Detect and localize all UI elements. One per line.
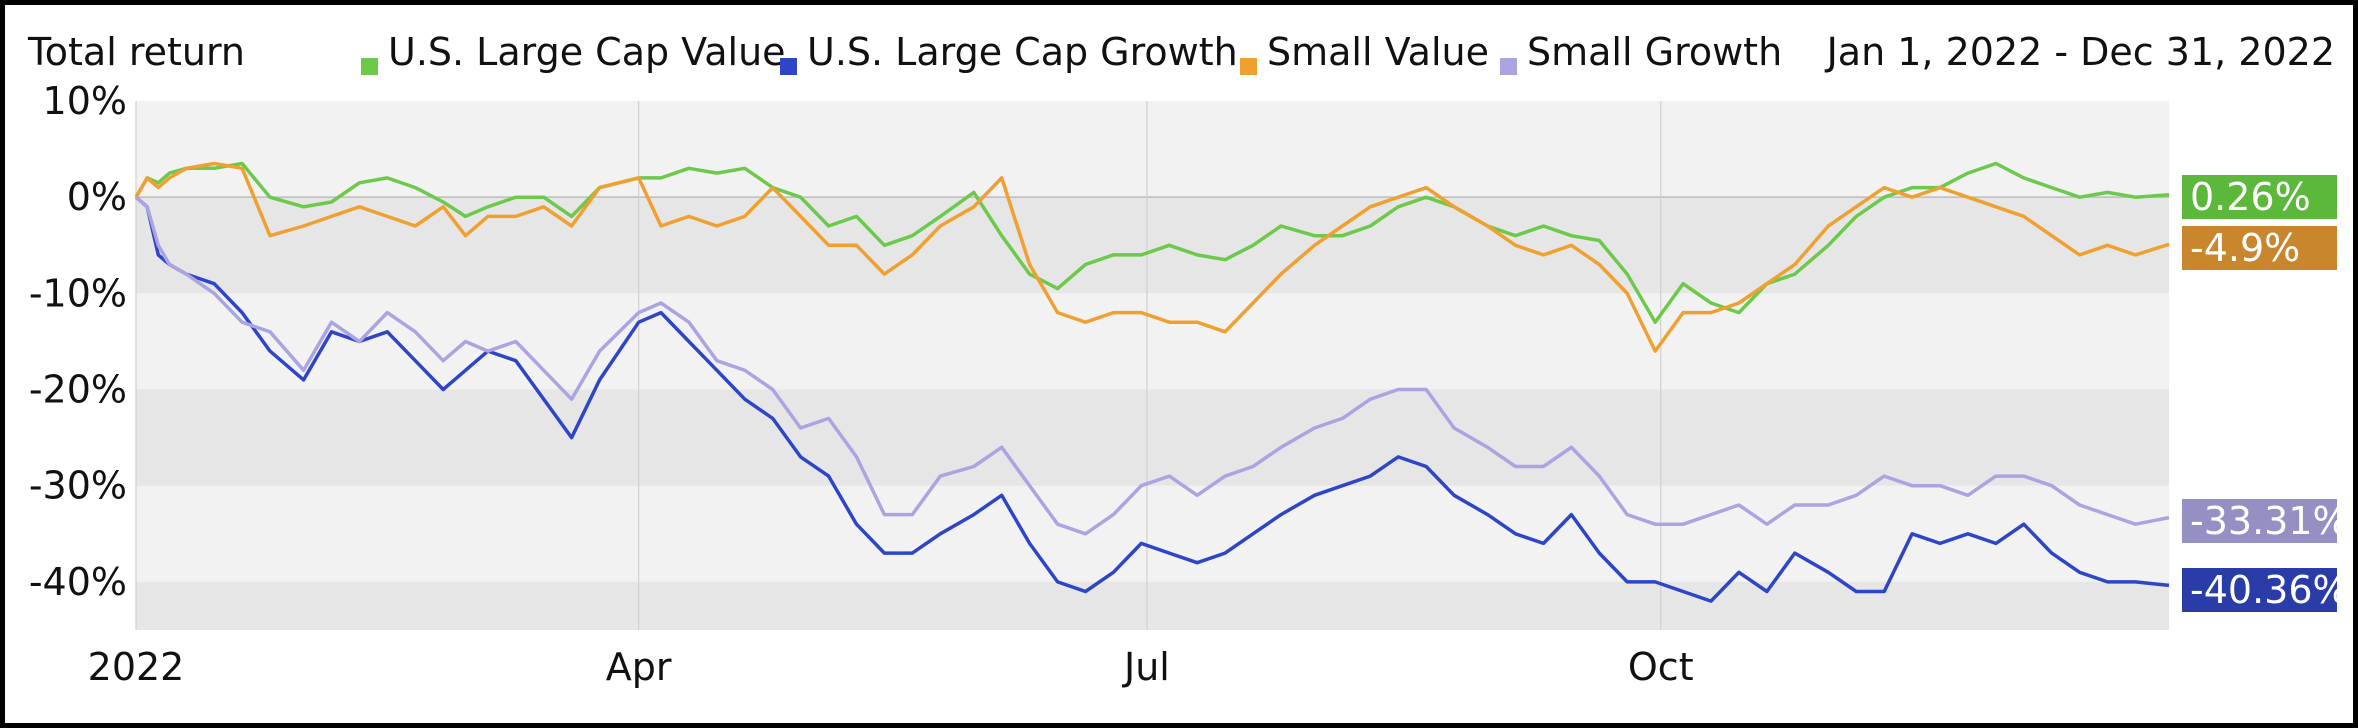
legend: U.S. Large Cap Value U.S. Large Cap Growt… bbox=[361, 30, 1782, 75]
grid-band bbox=[136, 389, 2169, 486]
legend-label: Small Value bbox=[1267, 30, 1489, 74]
y-axis-ticks: 10% 0% -10% -20% -30% -40% bbox=[29, 79, 127, 604]
legend-swatch bbox=[780, 58, 797, 75]
y-tick-label: 10% bbox=[43, 79, 127, 123]
legend-item-small-value: Small Value bbox=[1240, 30, 1489, 75]
end-label-u-s-large-cap-growth: -40.36% bbox=[2182, 568, 2349, 612]
x-tick-label: 2022 bbox=[88, 645, 185, 689]
line-chart: Total return Jan 1, 2022 - Dec 31, 2022 … bbox=[27, 30, 2349, 689]
end-label-background bbox=[2182, 226, 2337, 270]
plot-area bbox=[136, 101, 2169, 630]
chart-title: Total return bbox=[27, 30, 245, 74]
end-label-background bbox=[2182, 499, 2337, 543]
legend-swatch bbox=[1500, 58, 1517, 75]
y-tick-label: -30% bbox=[29, 464, 127, 508]
end-value: -40.36% bbox=[2190, 568, 2349, 612]
x-tick-label: Oct bbox=[1628, 645, 1694, 689]
legend-item-u-s-large-cap-value: U.S. Large Cap Value bbox=[361, 30, 786, 75]
y-tick-label: 0% bbox=[67, 175, 127, 219]
end-label-background bbox=[2182, 568, 2337, 612]
end-label-background bbox=[2182, 175, 2337, 219]
end-label-small-value: -4.9% bbox=[2182, 226, 2337, 270]
legend-label: U.S. Large Cap Value bbox=[388, 30, 786, 74]
legend-item-u-s-large-cap-growth: U.S. Large Cap Growth bbox=[780, 30, 1238, 75]
y-tick-label: -10% bbox=[29, 271, 127, 315]
end-label-u-s-large-cap-value: 0.26% bbox=[2182, 175, 2337, 219]
grid-band bbox=[136, 581, 2169, 630]
legend-swatch bbox=[1240, 58, 1257, 75]
x-axis-ticks: 2022 Apr Jul Oct bbox=[88, 645, 1694, 689]
x-tick-label: Apr bbox=[606, 645, 672, 689]
end-value-labels: 0.26% -40.36% -4.9% -33.31% bbox=[2182, 175, 2349, 612]
series-lines bbox=[134, 161, 2170, 603]
end-label-small-growth: -33.31% bbox=[2182, 499, 2349, 543]
plot-background bbox=[136, 101, 2169, 630]
date-range-label: Jan 1, 2022 - Dec 31, 2022 bbox=[1825, 30, 2335, 74]
legend-label: Small Growth bbox=[1527, 30, 1782, 74]
legend-item-small-growth: Small Growth bbox=[1500, 30, 1782, 75]
y-tick-label: -20% bbox=[29, 368, 127, 412]
end-value: 0.26% bbox=[2190, 175, 2311, 219]
end-value: -4.9% bbox=[2190, 226, 2300, 270]
series-line-u-s-large-cap-value bbox=[134, 161, 2170, 324]
x-tick-label: Jul bbox=[1122, 645, 1170, 689]
end-value: -33.31% bbox=[2190, 499, 2349, 543]
series-line-small-value bbox=[134, 161, 2170, 353]
series-line-u-s-large-cap-growth bbox=[134, 195, 2170, 603]
legend-label: U.S. Large Cap Growth bbox=[807, 30, 1238, 74]
vertical-gridlines bbox=[135, 101, 1662, 630]
legend-swatch bbox=[361, 58, 378, 75]
series-line-small-growth bbox=[134, 195, 2170, 536]
y-tick-label: -40% bbox=[29, 560, 127, 604]
